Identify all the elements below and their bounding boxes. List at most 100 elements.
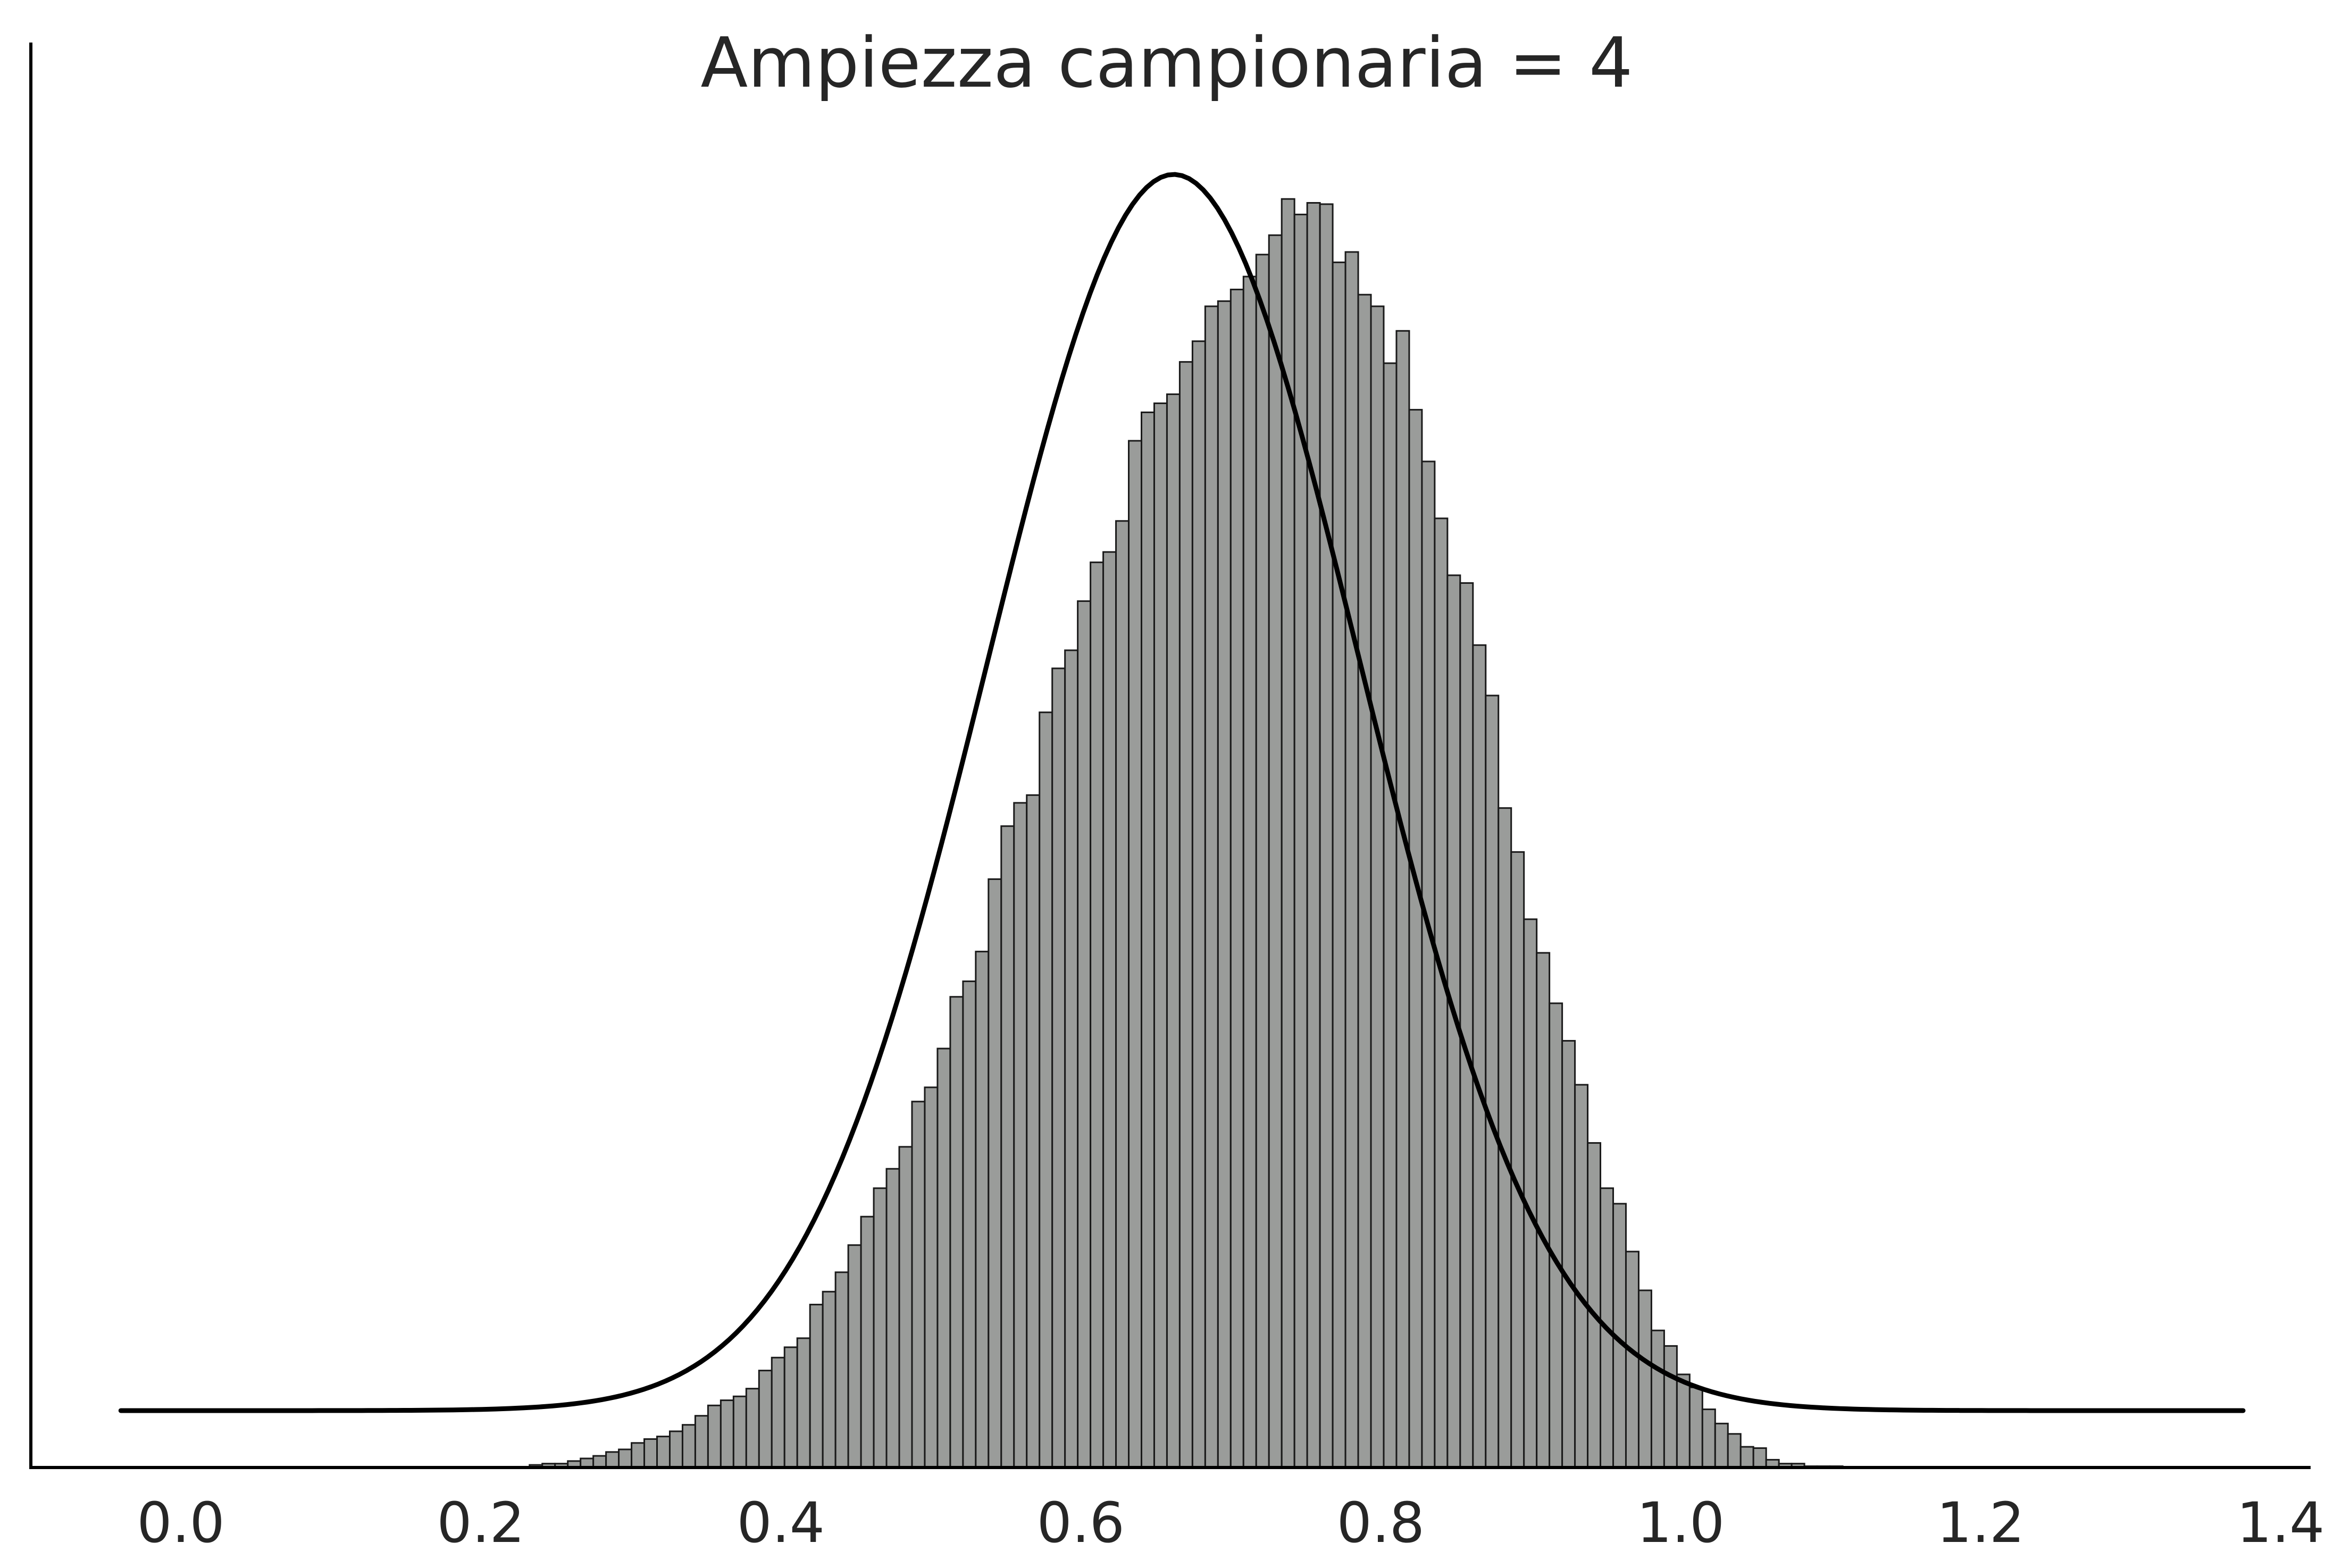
histogram-bar xyxy=(1229,288,1244,1469)
histogram-bar xyxy=(694,1415,709,1469)
histogram-bar xyxy=(1536,952,1551,1469)
histogram-bar xyxy=(924,1086,939,1469)
histogram-bar xyxy=(783,1346,798,1469)
histogram-bar xyxy=(1026,794,1041,1469)
histogram-bar xyxy=(1549,1002,1563,1469)
histogram-bar xyxy=(873,1187,888,1469)
histogram-bar xyxy=(1064,649,1079,1469)
histogram-bar xyxy=(1408,409,1423,1469)
histogram-bar xyxy=(1077,600,1092,1469)
histogram-bar xyxy=(1153,402,1168,1469)
histogram-bar xyxy=(1178,361,1193,1469)
histogram-bar xyxy=(1102,551,1117,1469)
histogram-bar xyxy=(936,1047,951,1469)
histogram-bar xyxy=(707,1404,722,1469)
histogram-bar xyxy=(1115,520,1130,1469)
histogram-bar xyxy=(962,980,977,1469)
histogram-bar xyxy=(1268,234,1283,1469)
histogram-bar xyxy=(1332,261,1346,1469)
histogram-bar xyxy=(885,1168,900,1469)
x-tick-labels: 0.0 0.2 0.4 0.6 0.8 1.0 1.2 1.4 xyxy=(137,1490,2324,1555)
histogram-bar xyxy=(988,878,1002,1469)
histogram-bar xyxy=(1561,1039,1576,1469)
histogram-bar xyxy=(1650,1329,1665,1469)
histogram-bar xyxy=(643,1438,658,1469)
histogram-bar xyxy=(809,1304,824,1469)
histogram-bar xyxy=(1574,1084,1589,1469)
histogram-bar xyxy=(1485,694,1500,1469)
histogram-bar xyxy=(1523,918,1538,1469)
histogram-bar xyxy=(1344,251,1359,1469)
histogram-bar xyxy=(668,1430,683,1469)
chart-title: Ampiezza campionaria = 4 xyxy=(700,22,1633,103)
x-tick-label: 1.4 xyxy=(2237,1490,2324,1555)
histogram-bar xyxy=(605,1451,620,1469)
histogram-bar xyxy=(1663,1345,1678,1469)
histogram-bar xyxy=(732,1395,747,1469)
histogram-bar xyxy=(1472,644,1487,1469)
axes xyxy=(29,43,2311,1469)
histogram-bar xyxy=(1166,393,1181,1469)
histogram-bar xyxy=(1510,851,1525,1469)
histogram-bar xyxy=(1000,825,1015,1469)
histogram-bar xyxy=(1090,561,1105,1469)
histogram-bar xyxy=(911,1101,926,1469)
x-tick-label: 0.0 xyxy=(137,1490,224,1555)
histogram-bar xyxy=(796,1337,811,1469)
x-tick-label: 1.2 xyxy=(1937,1490,2025,1555)
histogram-bar xyxy=(1395,330,1410,1469)
normal-curve-line xyxy=(118,172,2246,1413)
histogram-bar xyxy=(681,1424,696,1469)
histogram-bar xyxy=(847,1244,862,1469)
histogram-bar xyxy=(822,1290,836,1469)
histogram-bar xyxy=(1637,1289,1652,1469)
histogram-bar xyxy=(1255,254,1270,1469)
histogram-bar xyxy=(1752,1447,1767,1469)
histogram-bar xyxy=(1498,807,1512,1469)
histogram-bars xyxy=(529,198,1844,1469)
histogram-bar xyxy=(1306,202,1321,1469)
histogram-bar xyxy=(758,1370,773,1469)
histogram-bar xyxy=(1357,294,1372,1469)
histogram-bar xyxy=(1625,1251,1639,1469)
x-tick-label: 0.2 xyxy=(437,1490,524,1555)
normal-curve-layer xyxy=(118,172,2246,1413)
x-tick-label: 0.6 xyxy=(1037,1490,1125,1555)
histogram-bar xyxy=(1383,362,1398,1469)
histogram-bar xyxy=(1039,711,1053,1469)
histogram-bar xyxy=(631,1442,646,1469)
histogram-bar xyxy=(1191,340,1206,1469)
histogram-bar xyxy=(1141,411,1155,1469)
histogram-bar xyxy=(720,1399,734,1469)
histogram-bar xyxy=(1293,213,1308,1469)
histogram-bar xyxy=(1714,1422,1729,1469)
histogram-bar xyxy=(1688,1386,1703,1469)
histogram-bar xyxy=(1459,582,1474,1469)
histogram-bar xyxy=(745,1388,760,1469)
histogram-bar xyxy=(1739,1446,1754,1469)
histogram-bar xyxy=(1013,802,1028,1469)
histogram-bar xyxy=(1676,1373,1691,1469)
histogram-bar xyxy=(1701,1408,1716,1469)
histogram-bar xyxy=(1242,275,1257,1469)
histogram-bar xyxy=(949,996,964,1469)
histogram-bar xyxy=(771,1356,785,1469)
histogram-bar xyxy=(1217,300,1232,1469)
x-tick-label: 0.4 xyxy=(737,1490,824,1555)
histogram-bar xyxy=(592,1455,607,1469)
x-tick-label: 1.0 xyxy=(1637,1490,1725,1555)
histogram-bar xyxy=(975,951,990,1469)
histogram-bar xyxy=(1051,667,1066,1469)
histogram-bar xyxy=(1421,460,1436,1469)
histogram-bar xyxy=(860,1215,875,1469)
histogram-bar xyxy=(656,1436,671,1469)
histogram-bar xyxy=(1587,1142,1602,1469)
histogram-bar xyxy=(1370,305,1385,1469)
histogram-bar xyxy=(898,1146,913,1469)
histogram-bar xyxy=(1204,305,1219,1469)
histogram-bar xyxy=(1727,1433,1742,1469)
histogram-bar xyxy=(618,1448,633,1469)
histogram-bar xyxy=(834,1271,849,1469)
